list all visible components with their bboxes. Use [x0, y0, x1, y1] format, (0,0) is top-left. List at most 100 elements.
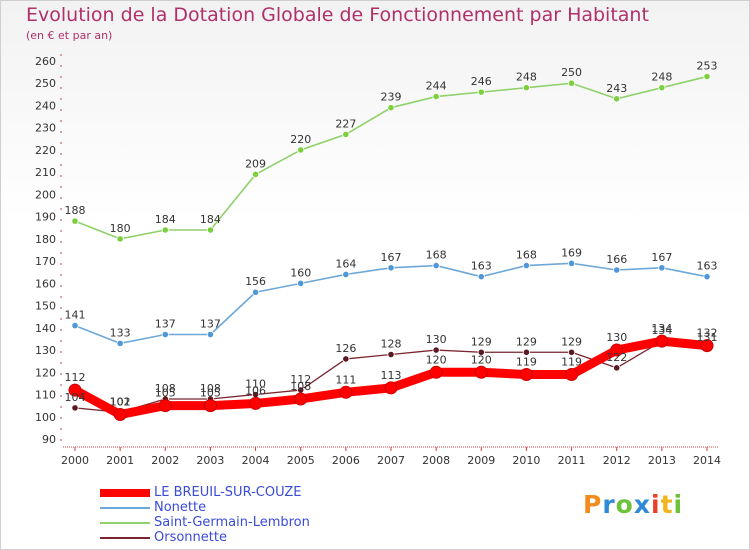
y-tick-label: 220: [35, 144, 56, 157]
data-label: 129: [516, 335, 537, 348]
y-tick-label: 210: [35, 166, 56, 179]
data-point: [71, 404, 79, 412]
data-label: 180: [110, 222, 131, 235]
y-tick-label: 230: [35, 122, 56, 135]
data-point: [658, 84, 666, 92]
data-label: 246: [471, 75, 492, 88]
legend-swatch: [100, 507, 150, 509]
data-point: [297, 146, 305, 154]
legend-label: LE BREUIL-SUR-COUZE: [154, 485, 302, 500]
data-label: 130: [426, 333, 447, 346]
proxiti-logo: Proxiti: [583, 490, 683, 519]
data-label: 141: [65, 309, 86, 322]
data-label: 168: [516, 249, 537, 262]
data-point: [700, 339, 714, 353]
data-point: [384, 381, 398, 395]
data-label: 105: [155, 387, 176, 400]
data-point: [522, 348, 531, 356]
data-point: [610, 343, 624, 357]
data-point: [71, 321, 79, 330]
data-label: 160: [290, 266, 311, 279]
data-label: 137: [155, 317, 176, 330]
data-label: 184: [155, 213, 176, 226]
data-label: 156: [245, 275, 266, 288]
data-point: [613, 95, 621, 103]
data-label: 137: [200, 317, 221, 330]
y-tick-label: 190: [35, 211, 56, 224]
data-label: 134: [651, 322, 672, 335]
data-labels: 188 180 184 184 209 220 227 239 244 246 248 250 243 2…: [65, 60, 718, 409]
data-point: [658, 264, 666, 272]
x-tick-label: 2008: [422, 454, 450, 467]
data-point: [613, 266, 621, 274]
data-point: [567, 79, 576, 87]
data-label: 120: [471, 353, 492, 366]
data-label: 248: [651, 71, 672, 84]
x-tick-label: 2010: [512, 454, 540, 467]
y-tick-label: 250: [35, 77, 56, 90]
data-label: 130: [606, 331, 627, 344]
y-tick-label: 90: [42, 433, 56, 446]
data-label: 220: [290, 133, 311, 146]
data-label: 108: [200, 382, 221, 395]
data-point: [703, 72, 711, 81]
x-tick-label: 2007: [377, 454, 405, 467]
data-point: [613, 364, 621, 372]
data-point: [251, 170, 260, 178]
data-point: [387, 350, 395, 359]
data-point: [116, 339, 124, 347]
data-label: 239: [381, 91, 402, 104]
y-tick-label: 200: [35, 188, 56, 201]
data-point: [519, 368, 533, 382]
logo-letter: r: [602, 490, 616, 519]
data-point: [342, 355, 350, 363]
data-point: [567, 259, 576, 267]
x-tick-label: 2011: [558, 454, 586, 467]
chart-title: Evolution de la Dotation Globale de Fonc…: [26, 4, 649, 26]
x-tick-label: 2002: [151, 454, 179, 467]
data-point: [251, 288, 260, 296]
y-tick-label: 160: [35, 277, 56, 290]
data-label: 108: [155, 382, 176, 395]
data-label: 129: [561, 335, 582, 348]
data-label: 248: [516, 71, 537, 84]
data-point: [206, 330, 215, 339]
data-label: 244: [426, 80, 447, 93]
x-tick-label: 2001: [106, 454, 134, 467]
data-point: [342, 270, 350, 279]
logo-letter: x: [633, 490, 651, 519]
data-label: 250: [561, 66, 582, 79]
data-point: [432, 92, 440, 101]
x-tick-label: 2005: [287, 454, 315, 467]
series-saint-germain-lembron: [71, 72, 711, 243]
data-label: 134: [651, 324, 672, 337]
logo-letter: o: [615, 490, 634, 519]
x-tick-label: 2000: [61, 454, 89, 467]
data-label: 119: [561, 356, 582, 369]
series-layer: [68, 72, 714, 422]
axes: 9010011012013014015016017018019020021022…: [35, 54, 721, 467]
data-label: 209: [245, 157, 266, 170]
x-tick-label: 2006: [332, 454, 360, 467]
data-label: 163: [697, 260, 718, 273]
data-point: [294, 392, 308, 406]
data-label: 122: [606, 351, 627, 364]
data-point: [387, 264, 395, 272]
data-label: 128: [381, 338, 402, 351]
data-label: 167: [651, 251, 672, 264]
data-point: [206, 226, 215, 234]
data-label: 104: [65, 391, 86, 404]
data-point: [113, 408, 127, 422]
y-tick-label: 240: [35, 99, 56, 112]
logo-letter: P: [583, 490, 603, 519]
y-tick-label: 120: [35, 366, 56, 379]
data-label: 227: [335, 117, 356, 130]
data-point: [474, 365, 488, 379]
data-point: [203, 399, 217, 413]
data-label: 164: [335, 257, 356, 270]
y-tick-label: 260: [35, 55, 56, 68]
data-label: 113: [381, 369, 402, 382]
legend-swatch: [100, 522, 150, 524]
